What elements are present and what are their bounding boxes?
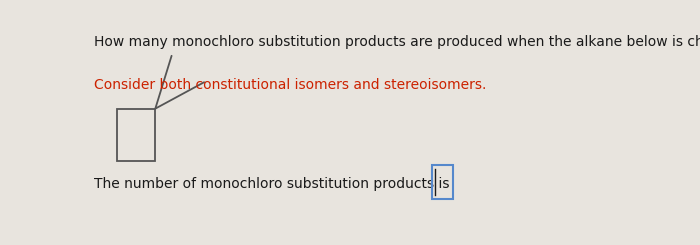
- Text: Consider both constitutional isomers and stereoisomers.: Consider both constitutional isomers and…: [94, 78, 486, 92]
- Bar: [432, 165, 453, 199]
- Bar: [118, 109, 155, 161]
- Text: The number of monochloro substitution products is: The number of monochloro substitution pr…: [94, 177, 449, 191]
- Text: How many monochloro substitution products are produced when the alkane below is : How many monochloro substitution product…: [94, 35, 700, 49]
